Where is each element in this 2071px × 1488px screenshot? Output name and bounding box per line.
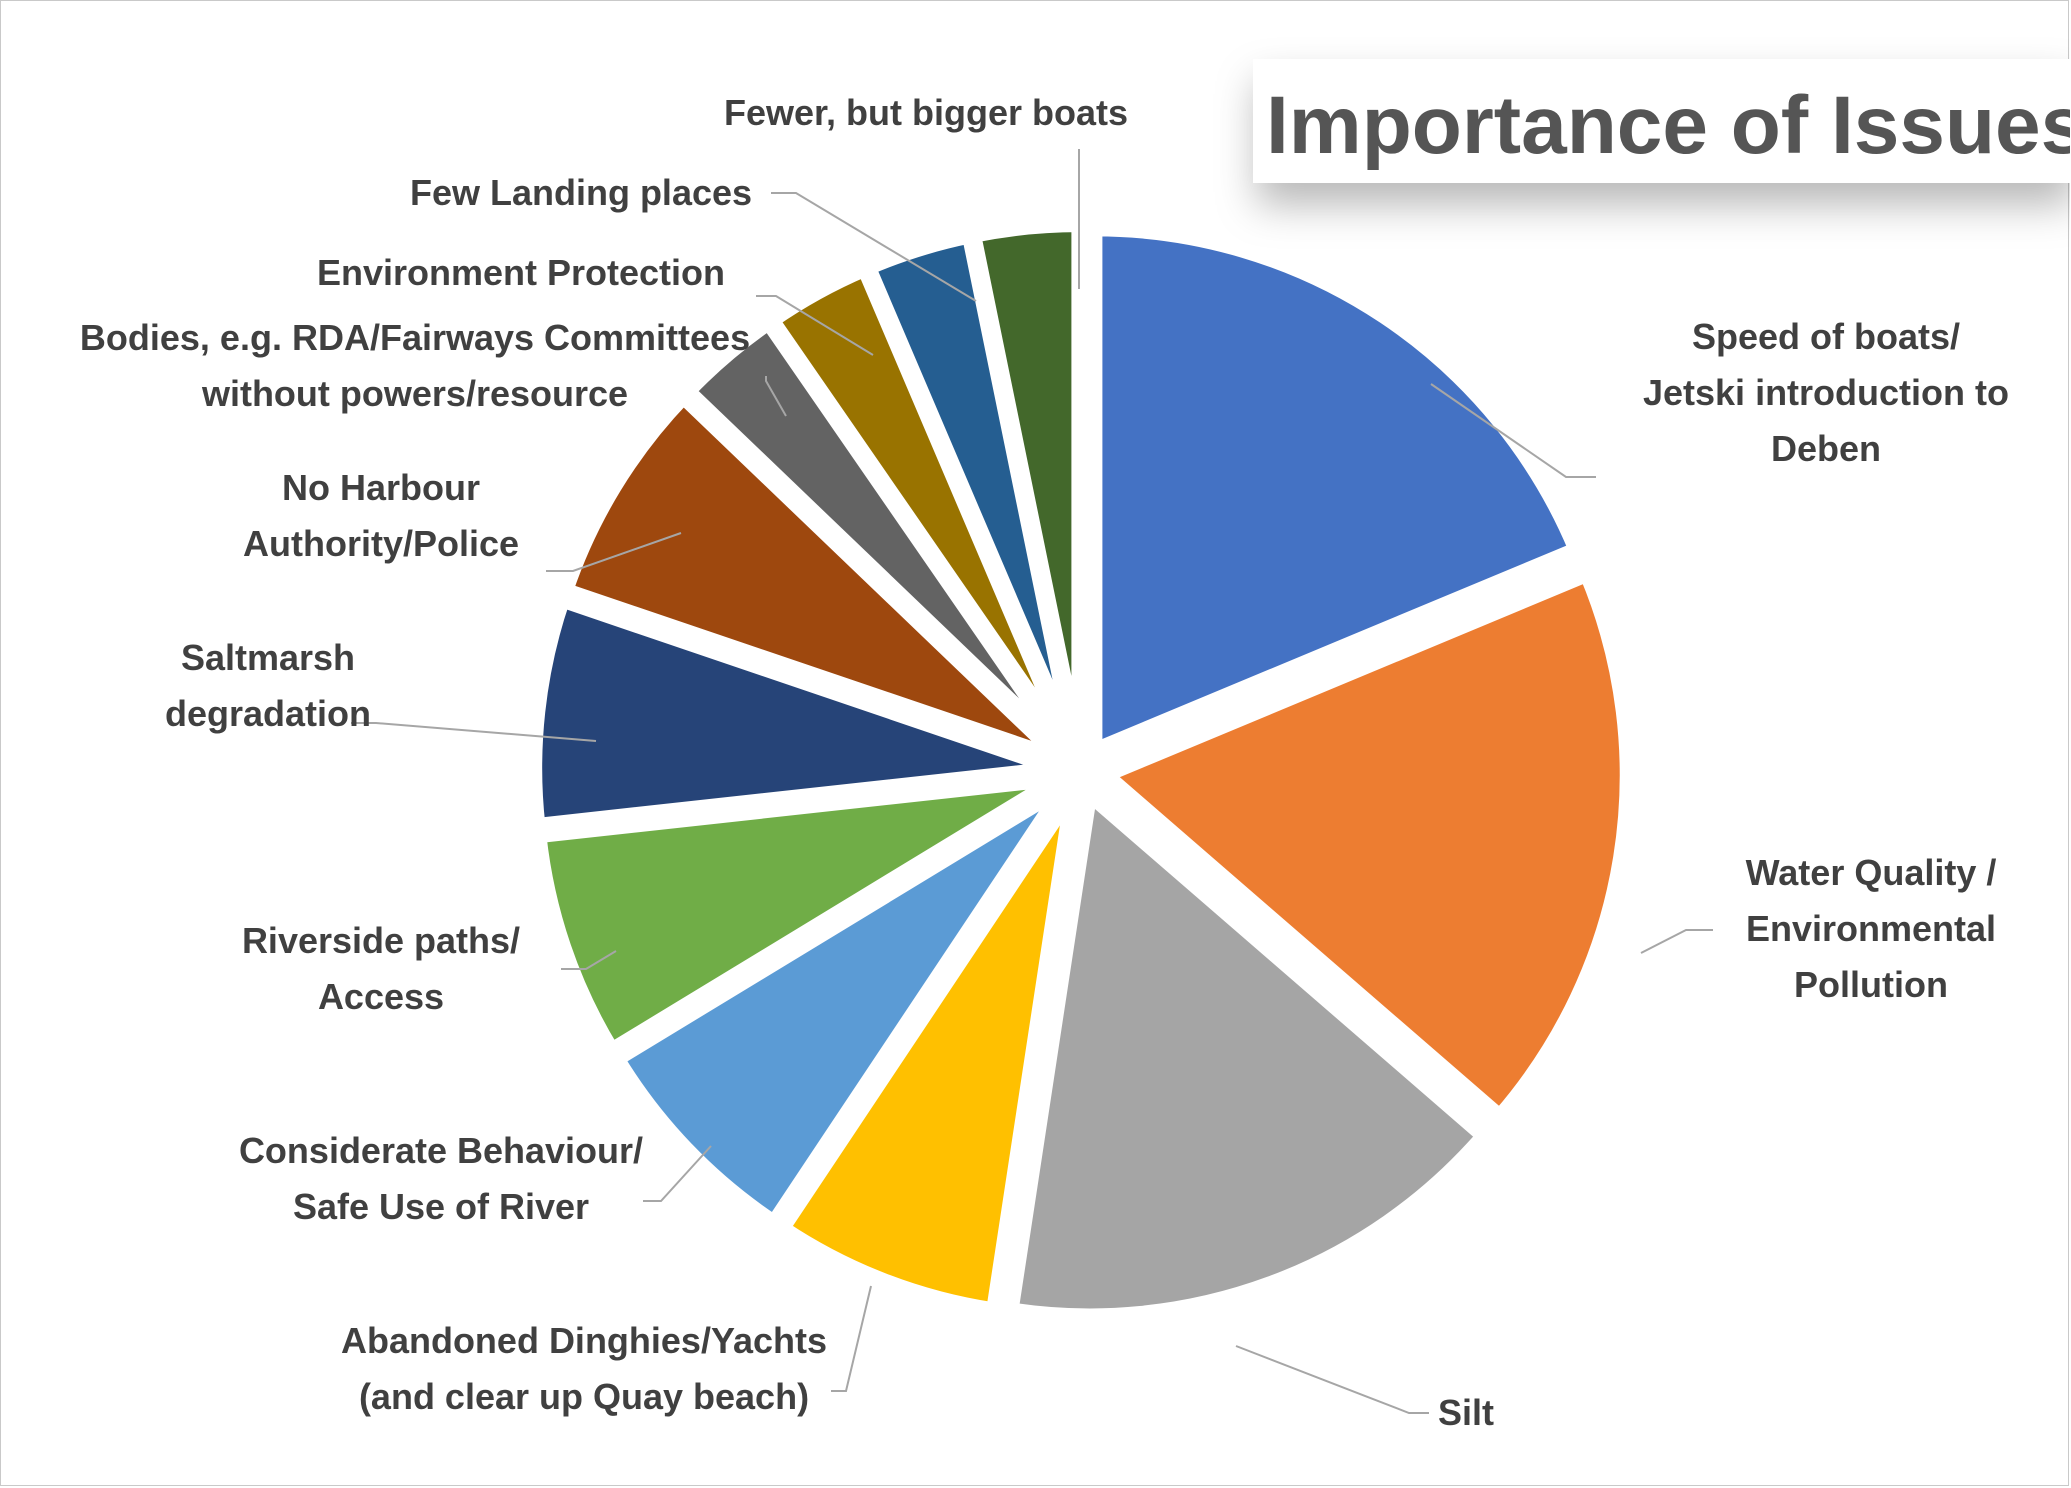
slice-label-line: Speed of boats/ <box>1692 316 1960 357</box>
slice-label-line: Few Landing places <box>410 172 752 213</box>
pie-slice-4[interactable] <box>773 791 1079 1318</box>
slice-label-10: Environment Protection <box>317 252 725 293</box>
leader-line-7 <box>351 722 597 742</box>
slice-label-7: Saltmarsh degradation <box>165 637 371 734</box>
leader-line-1 <box>1430 383 1596 478</box>
slice-label-1: Speed of boats/Jetski introduction to Deb… <box>1643 316 2009 469</box>
slice-label-11: Few Landing places <box>410 172 752 213</box>
slice-label-12: Fewer, but bigger boats <box>724 92 1128 133</box>
slice-label-4: Abandoned Dinghies/Yachts (and clear up Q… <box>341 1320 827 1417</box>
leader-line-10 <box>756 295 874 356</box>
slice-label-line: No Harbour <box>282 467 480 508</box>
leader-line-8 <box>546 532 682 572</box>
slice-labels: Speed of boats/Jetski introduction to Deb… <box>80 92 2009 1433</box>
leader-line-4 <box>831 1285 872 1392</box>
slice-label-line: Riverside paths/ <box>242 920 520 961</box>
slice-label-line: Access <box>318 976 444 1017</box>
slice-label-6: Riverside paths/Access <box>242 920 520 1017</box>
pie-slice-5[interactable] <box>608 783 1069 1232</box>
slice-label-line: degradation <box>165 693 371 734</box>
slice-label-line: Fewer, but bigger boats <box>724 92 1128 133</box>
pie-slice-6[interactable] <box>531 772 1061 1060</box>
chart-title: Importance of Issues <box>1266 80 2070 171</box>
leader-lines <box>351 149 1713 1414</box>
pie-slice-7[interactable] <box>528 591 1058 833</box>
pie-slice-2[interactable] <box>1093 565 1634 1126</box>
slice-label-line: (and clear up Quay beach) <box>359 1376 809 1417</box>
slice-label-line: Jetski introduction to <box>1643 372 2009 413</box>
leader-line-5 <box>643 1145 712 1202</box>
slice-label-line: Environment Protection <box>317 252 725 293</box>
pie-slice-1[interactable] <box>1088 222 1585 760</box>
pie-slices <box>528 218 1634 1323</box>
leader-line-6 <box>561 950 617 970</box>
slice-label-2: Water Quality / Environmental Pollution <box>1746 852 1997 1005</box>
slice-label-5: Considerate Behaviour/Safe Use of River <box>239 1130 643 1227</box>
slice-label-line: Considerate Behaviour/ <box>239 1130 643 1171</box>
slice-label-line: Authority/Police <box>243 523 519 564</box>
slice-label-line: Pollution <box>1794 964 1948 1005</box>
leader-line-2 <box>1640 929 1713 954</box>
leader-line-11 <box>771 192 977 302</box>
slice-label-line: without powers/resource <box>201 373 628 414</box>
slice-label-line: Deben <box>1771 428 1881 469</box>
slice-label-9: Bodies, e.g. RDA/Fairways Committees with… <box>80 317 750 414</box>
chart-title-box: Importance of Issues <box>1253 59 2070 183</box>
slice-label-line: Silt <box>1438 1392 1494 1433</box>
slice-label-line: Abandoned Dinghies/Yachts <box>341 1320 827 1361</box>
slice-label-line: Water Quality / <box>1746 852 1997 893</box>
pie-slice-8[interactable] <box>557 387 1064 765</box>
slice-label-line: Safe Use of River <box>293 1186 589 1227</box>
leader-line-9 <box>765 376 787 417</box>
slice-label-8: No Harbour Authority/Police <box>243 467 519 564</box>
slice-label-line: Bodies, e.g. RDA/Fairways Committees <box>80 317 750 358</box>
leader-line-3 <box>1235 1345 1429 1414</box>
slice-label-3: Silt <box>1438 1392 1494 1433</box>
slice-label-line: Environmental <box>1746 908 1996 949</box>
slice-label-line: Saltmarsh <box>181 637 355 678</box>
pie-slice-3[interactable] <box>1003 781 1493 1323</box>
